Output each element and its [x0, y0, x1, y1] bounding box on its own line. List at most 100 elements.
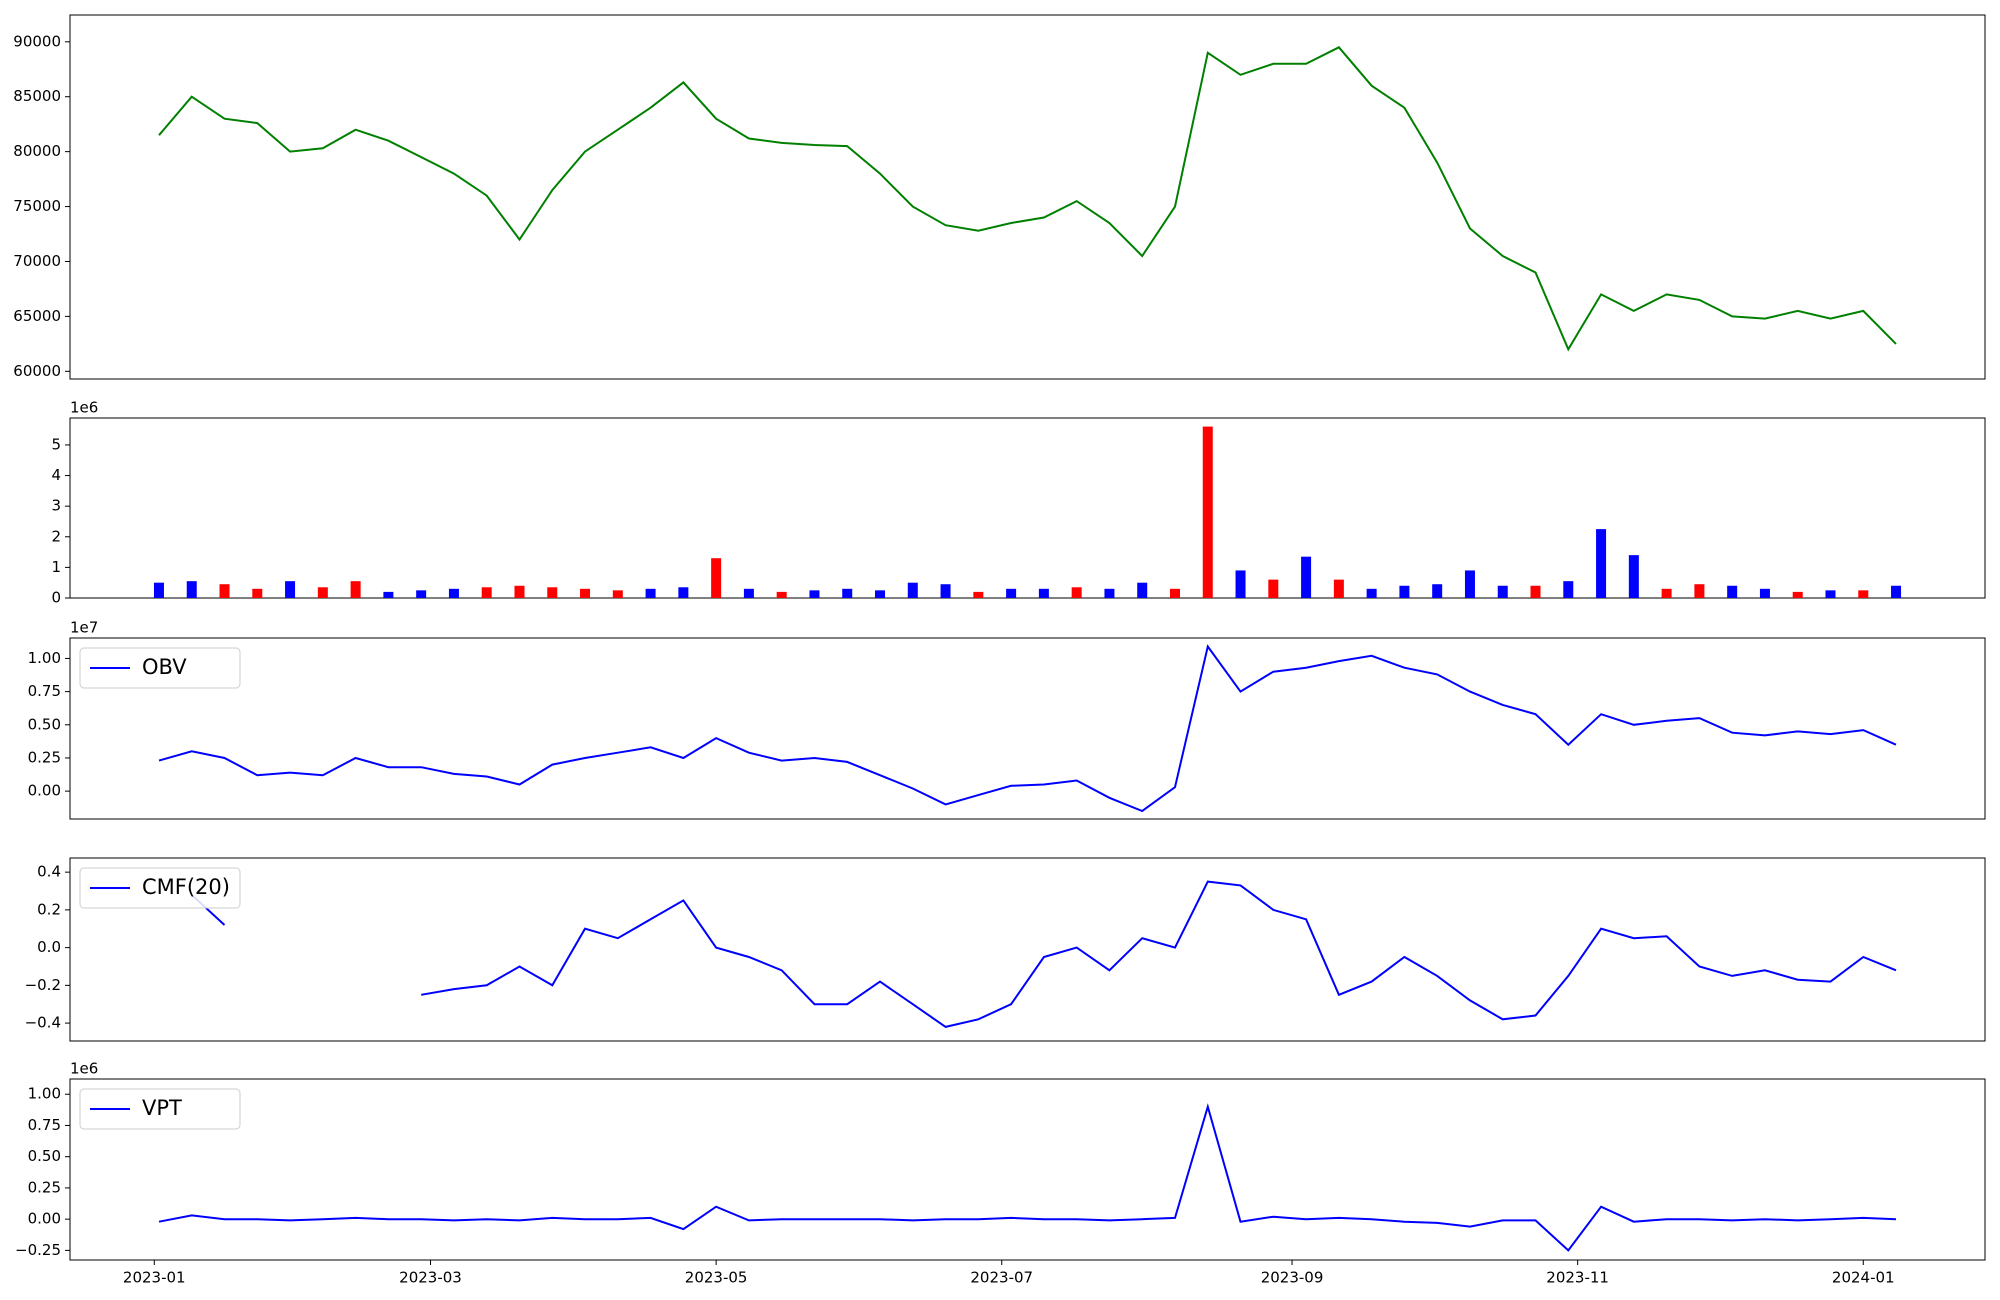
y-tick-label: 5: [51, 435, 61, 453]
bar: [1858, 590, 1869, 598]
bar: [907, 582, 918, 598]
y-tick-label: 85000: [13, 87, 61, 105]
y-tick-label: 0.75: [28, 682, 61, 700]
bar: [1497, 585, 1508, 598]
bar: [448, 588, 459, 598]
y-tick-label: 0.75: [28, 1116, 61, 1134]
bar: [1399, 585, 1410, 598]
y-tick-label: 0.25: [28, 1178, 61, 1196]
bar: [1169, 588, 1180, 598]
bar: [1530, 585, 1541, 598]
bar: [1825, 590, 1836, 598]
bar: [1661, 588, 1672, 598]
y-tick-label: 0.50: [28, 1147, 61, 1165]
y-tick-label: 1: [51, 558, 61, 576]
bar: [383, 591, 394, 598]
y-tick-label: 70000: [13, 252, 61, 270]
bar: [776, 591, 787, 598]
plot-frame: [69, 1078, 1986, 1261]
y-tick-label: 1.00: [28, 1085, 61, 1103]
x-tick-label: 2024-01: [1832, 1269, 1895, 1287]
bar: [1694, 584, 1705, 598]
bar: [1366, 588, 1377, 598]
y-tick-label: 1.00: [28, 649, 61, 667]
y-tick-label: 0.25: [28, 748, 61, 766]
x-tick-label: 2023-11: [1546, 1269, 1609, 1287]
y-tick-label: 80000: [13, 142, 61, 160]
bar: [580, 588, 591, 598]
data-line: [158, 46, 1897, 352]
legend-box: [79, 647, 241, 689]
y-tick-label: 0.2: [37, 900, 61, 918]
y-tick-label: 4: [51, 466, 61, 484]
x-tick-label: 2023-01: [123, 1269, 186, 1287]
bar: [711, 558, 722, 598]
y-tick-label: 0.00: [28, 1210, 61, 1228]
y-tick-label: −0.4: [25, 1014, 61, 1032]
plot-frame: [69, 857, 1986, 1042]
bar: [1891, 585, 1902, 598]
bar: [481, 587, 492, 598]
bar: [1596, 529, 1607, 598]
bar: [514, 585, 525, 598]
legend-label: VPT: [142, 1096, 182, 1120]
plot-frame: [69, 637, 1986, 820]
data-line: [191, 880, 1897, 1028]
bar: [875, 590, 886, 598]
bar: [1006, 588, 1017, 598]
bar: [973, 591, 984, 598]
bar: [1464, 570, 1475, 598]
bar: [317, 587, 328, 598]
bar: [1432, 584, 1443, 598]
x-tick-label: 2023-03: [399, 1269, 462, 1287]
legend-label: CMF(20): [142, 875, 230, 899]
x-tick-label: 2023-05: [685, 1269, 748, 1287]
bar: [1563, 581, 1574, 598]
bar: [1235, 570, 1246, 598]
bar: [612, 590, 623, 598]
plot-frame: [69, 417, 1986, 599]
axis-offset-label: 1e7: [70, 619, 98, 637]
y-tick-label: 0: [51, 589, 61, 607]
x-tick-label: 2023-07: [970, 1269, 1033, 1287]
bar: [1759, 588, 1770, 598]
axis-offset-label: 1e6: [70, 399, 98, 417]
bar: [1202, 426, 1213, 598]
plot-frame: [69, 14, 1986, 380]
y-tick-label: 3: [51, 497, 61, 515]
x-tick-label: 2023-09: [1261, 1269, 1324, 1287]
bar: [219, 584, 230, 598]
y-tick-label: 2: [51, 527, 61, 545]
y-tick-label: 65000: [13, 307, 61, 325]
data-line: [158, 1103, 1897, 1252]
y-tick-label: 75000: [13, 197, 61, 215]
legend-box: [79, 1088, 241, 1130]
y-tick-label: 90000: [13, 32, 61, 50]
bar: [1071, 587, 1082, 598]
bar: [416, 590, 427, 598]
bar: [1301, 556, 1312, 598]
bar: [645, 588, 656, 598]
bar: [1628, 555, 1639, 598]
bar: [1268, 579, 1279, 598]
bar: [842, 588, 853, 598]
axis-offset-label: 1e6: [70, 1060, 98, 1078]
y-tick-label: −0.25: [15, 1241, 61, 1259]
y-tick-label: 0.50: [28, 715, 61, 733]
bar: [809, 590, 820, 598]
bar: [1333, 579, 1344, 598]
bar: [1792, 591, 1803, 598]
bar: [1137, 582, 1148, 598]
bar: [678, 587, 689, 598]
bar: [285, 581, 296, 598]
bar: [743, 588, 754, 598]
bar: [186, 581, 197, 598]
legend-label: OBV: [142, 655, 187, 679]
bar: [547, 587, 558, 598]
bar: [1104, 588, 1115, 598]
bar: [1727, 585, 1738, 598]
y-tick-label: 60000: [13, 362, 61, 380]
bar: [252, 588, 263, 598]
data-line: [158, 644, 1897, 813]
